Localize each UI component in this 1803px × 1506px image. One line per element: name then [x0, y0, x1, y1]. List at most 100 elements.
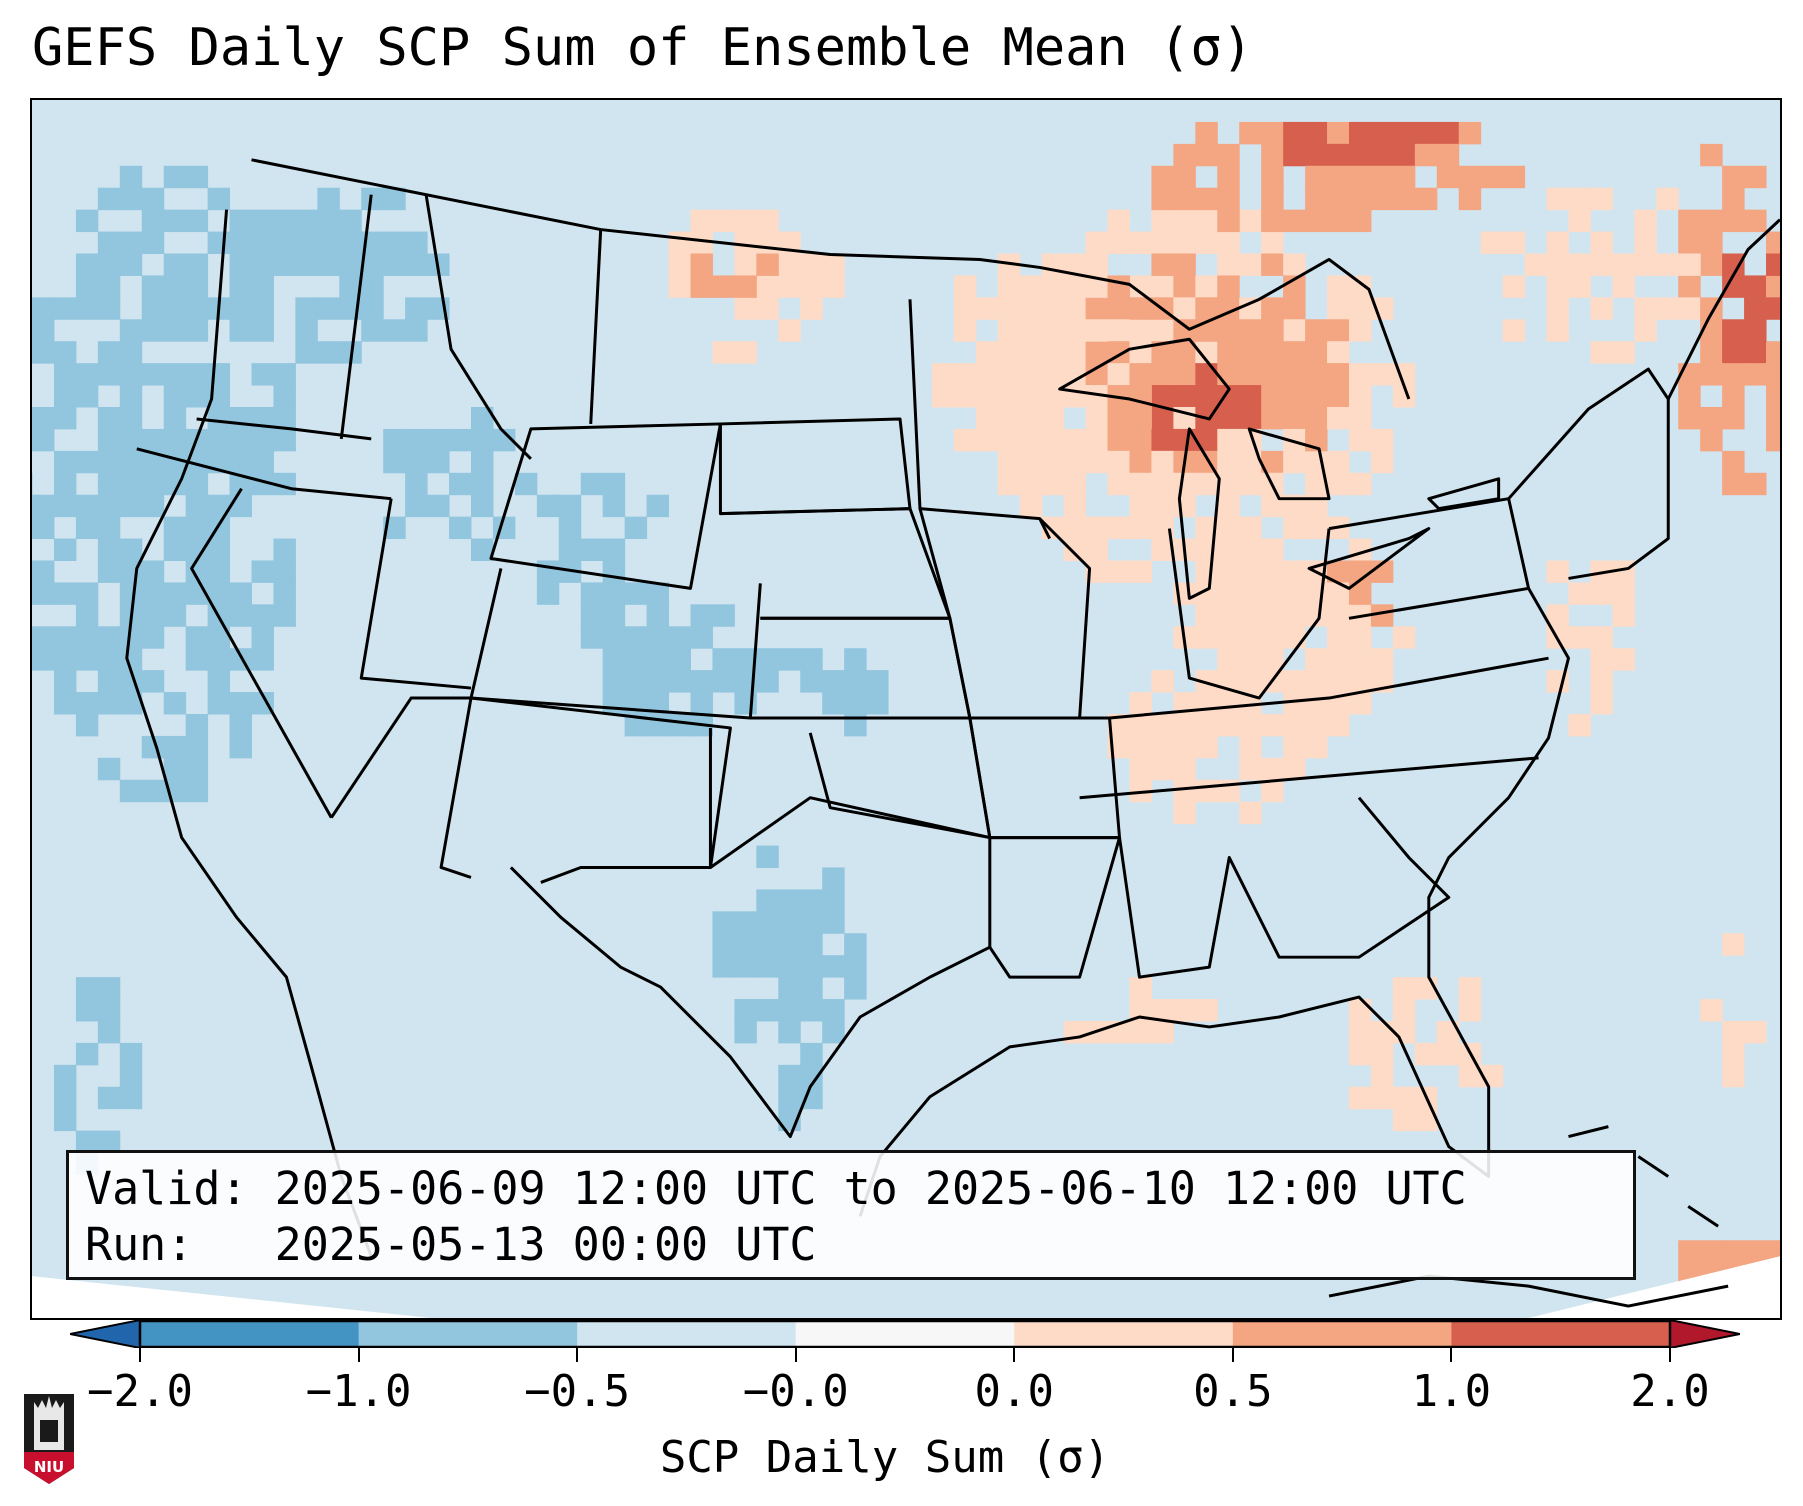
anomaly-cell	[1151, 341, 1174, 364]
anomaly-cell	[602, 648, 626, 671]
anomaly-cell	[119, 428, 143, 452]
anomaly-cell	[251, 560, 274, 583]
anomaly-cell	[1041, 341, 1065, 364]
anomaly-cell	[163, 428, 187, 452]
anomaly-cell	[75, 209, 99, 233]
anomaly-cell	[405, 253, 428, 276]
anomaly-cell	[32, 494, 55, 518]
anomaly-cell	[207, 231, 231, 254]
anomaly-cell	[470, 494, 494, 518]
anomaly-cell	[1261, 713, 1284, 737]
anomaly-cell	[1700, 231, 1723, 254]
anomaly-cell	[1305, 385, 1328, 408]
anomaly-cell	[1327, 275, 1350, 298]
colorbar-tick-label: 0.5	[1193, 1366, 1273, 1417]
anomaly-cell	[1678, 297, 1701, 320]
anomaly-cell	[1085, 363, 1109, 386]
anomaly-cell	[1392, 143, 1416, 167]
anomaly-cell	[273, 231, 296, 254]
anomaly-cell	[1217, 341, 1240, 364]
anomaly-cell	[1678, 406, 1701, 430]
anomaly-cell	[778, 999, 801, 1022]
anomaly-cell	[97, 187, 121, 211]
border-or-ca	[136, 447, 392, 501]
anomaly-cell	[1283, 560, 1306, 583]
anomaly-cell	[207, 187, 231, 211]
anomaly-cell	[1107, 450, 1130, 474]
anomaly-cell	[1436, 1042, 1460, 1066]
lake-michigan	[1177, 427, 1221, 600]
anomaly-cell	[1568, 253, 1591, 276]
anomaly-cell	[1063, 385, 1087, 408]
anomaly-cell	[1151, 428, 1174, 452]
anomaly-cell	[1283, 341, 1306, 364]
anomaly-cell	[185, 757, 209, 781]
colorbar-bin	[358, 1320, 578, 1348]
anomaly-cell	[1129, 560, 1152, 583]
anomaly-cell	[1195, 713, 1218, 737]
anomaly-cell	[1129, 757, 1152, 781]
anomaly-cell	[1305, 735, 1328, 759]
anomaly-cell	[1173, 801, 1196, 825]
border-az-nm	[330, 696, 473, 879]
anomaly-cell	[1151, 275, 1174, 298]
anomaly-cell	[646, 670, 670, 693]
anomaly-cell	[1173, 165, 1196, 189]
anomaly-cell	[53, 341, 77, 364]
anomaly-cell	[1173, 692, 1196, 715]
anomaly-cell	[1239, 363, 1262, 386]
anomaly-cell	[1283, 604, 1306, 627]
anomaly-cell	[1700, 209, 1723, 233]
lake-ontario	[1427, 477, 1501, 511]
anomaly-cell	[207, 538, 231, 561]
coast-pacific	[125, 209, 373, 1257]
anomaly-cell	[931, 363, 955, 386]
map-field	[32, 121, 1780, 1318]
anomaly-cell	[1239, 472, 1262, 496]
anomaly-cell	[1173, 209, 1196, 233]
anomaly-cell	[229, 450, 252, 474]
anomaly-cell	[756, 933, 779, 956]
anomaly-cell	[1239, 121, 1262, 145]
anomaly-cell	[1173, 363, 1196, 386]
anomaly-cell	[141, 275, 165, 298]
anomaly-cell	[492, 428, 516, 452]
anomaly-cell	[800, 1042, 823, 1066]
anomaly-cell	[1766, 385, 1780, 408]
anomaly-cell	[1348, 692, 1372, 715]
anomaly-cell	[207, 670, 231, 693]
anomaly-cell	[734, 999, 757, 1022]
anomaly-cell	[75, 275, 99, 298]
anomaly-cell	[119, 187, 143, 211]
anomaly-cell	[251, 231, 274, 254]
anomaly-cell	[1590, 692, 1613, 715]
anomaly-cell	[1151, 713, 1174, 737]
anomaly-cell	[1348, 428, 1372, 452]
anomaly-cell	[1722, 319, 1745, 342]
anomaly-cell	[1151, 385, 1174, 408]
anomaly-cell	[712, 911, 735, 934]
anomaly-cell	[1063, 341, 1087, 364]
anomaly-cell	[778, 275, 801, 298]
anomaly-cell	[1348, 363, 1372, 386]
colorbar-tick-label: 1.0	[1411, 1366, 1492, 1417]
anomaly-cell	[1370, 1086, 1394, 1110]
anomaly-cell	[668, 713, 691, 737]
anomaly-cell	[1151, 670, 1174, 693]
anomaly-cell	[405, 494, 428, 518]
anomaly-cell	[251, 626, 274, 649]
anomaly-cell	[361, 187, 384, 211]
anomaly-cell	[273, 385, 296, 408]
anomaly-cell	[1195, 999, 1218, 1022]
anomaly-cell	[1766, 231, 1780, 254]
anomaly-cell	[953, 319, 977, 342]
anomaly-cell	[185, 165, 209, 189]
anomaly-cell	[1173, 757, 1196, 781]
anomaly-cell	[1656, 187, 1679, 211]
anomaly-cell	[624, 516, 648, 540]
anomaly-cell	[32, 297, 55, 320]
anomaly-cell	[1173, 297, 1196, 320]
anomaly-cell	[207, 582, 231, 605]
anomaly-cell	[1766, 253, 1780, 276]
anomaly-cell	[580, 472, 604, 496]
